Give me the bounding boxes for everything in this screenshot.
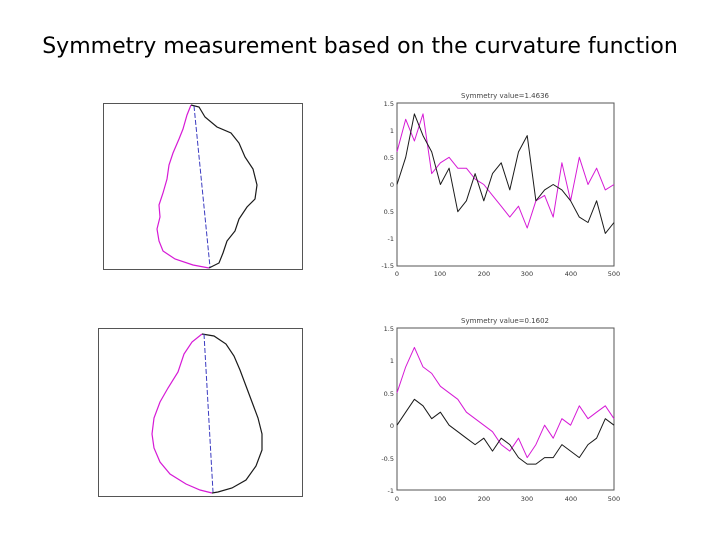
x-tick-label: 400 (565, 270, 577, 278)
y-tick-label: 1.5 (384, 325, 394, 333)
plot-frame (396, 102, 615, 267)
shape-left-outline (151, 333, 213, 494)
shape-frame (103, 103, 303, 270)
y-tick-label: 1.5 (384, 100, 394, 108)
y-tick-label: 0.5 (384, 154, 394, 162)
shape-right-outline (201, 333, 263, 494)
series-line (396, 113, 615, 229)
x-tick-label: 400 (565, 495, 577, 503)
series-line (396, 346, 615, 459)
x-tick-label: 200 (478, 495, 490, 503)
shape-figure-bottom (98, 328, 303, 498)
curvature-plot-top: Symmetry value=1.4636 1.5 1 0.5 0 0.5 -1… (370, 90, 620, 285)
x-tick-label: 100 (434, 270, 446, 278)
shape-frame (98, 328, 303, 497)
shape-right-outline (190, 104, 258, 269)
plot-title: Symmetry value=1.4636 (461, 92, 550, 100)
y-tick-label: 0.5 (384, 208, 394, 216)
x-tick-label: 300 (521, 270, 533, 278)
x-tick-labels: 0 100 200 300 400 500 (395, 270, 620, 278)
y-tick-labels: 1.5 1 0.5 0 -0.5 -1 (381, 325, 394, 495)
shape-left-outline (156, 104, 210, 269)
y-tick-label: -1.5 (381, 262, 394, 270)
plot-title: Symmetry value=0.1602 (461, 317, 549, 325)
x-tick-label: 100 (434, 495, 446, 503)
x-tick-label: 200 (478, 270, 490, 278)
y-tick-label: 0.5 (384, 390, 394, 398)
x-tick-label: 300 (521, 495, 533, 503)
y-tick-label: -1 (388, 235, 394, 243)
symmetry-axis (203, 333, 214, 493)
y-tick-label: 0 (390, 181, 394, 189)
plot-frame (396, 327, 615, 491)
shape-figure-top (103, 103, 303, 271)
y-tick-label: 1 (390, 357, 394, 365)
series-line (396, 398, 615, 465)
x-tick-label: 500 (608, 495, 620, 503)
y-tick-label: 1 (390, 127, 394, 135)
x-tick-labels: 0 100 200 300 400 500 (395, 495, 620, 503)
slide-title: Symmetry measurement based on the curvat… (42, 34, 678, 59)
x-tick-label: 0 (395, 270, 399, 278)
x-tick-label: 500 (608, 270, 620, 278)
series-layer (396, 346, 615, 465)
y-tick-label: -0.5 (381, 455, 394, 463)
x-tick-label: 0 (395, 495, 399, 503)
series-layer (396, 113, 615, 234)
curvature-plot-bottom: Symmetry value=0.1602 1.5 1 0.5 0 -0.5 -… (370, 313, 620, 508)
series-line (396, 113, 615, 234)
y-tick-label: 0 (390, 422, 394, 430)
y-tick-labels: 1.5 1 0.5 0 0.5 -1 -1.5 (381, 100, 394, 270)
symmetry-axis (193, 105, 211, 268)
y-tick-label: -1 (388, 487, 394, 495)
